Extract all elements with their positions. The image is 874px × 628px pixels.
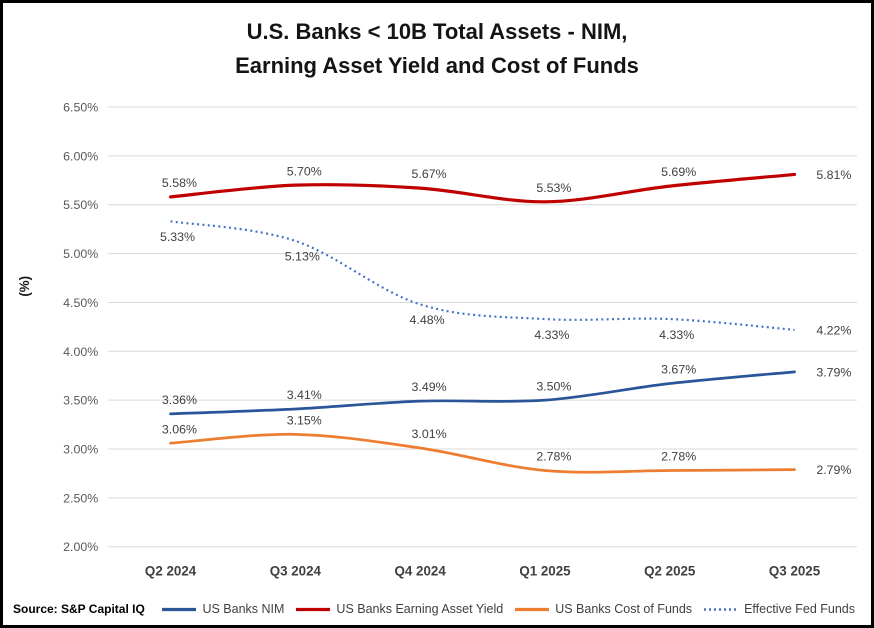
svg-text:2.50%: 2.50%: [63, 491, 98, 505]
legend-item-us-banks-nim: US Banks NIM: [161, 602, 284, 616]
legend-line-swatch-cost-icon: [515, 607, 550, 611]
legend-label-effective-fed-funds: Effective Fed Funds: [744, 602, 855, 616]
svg-text:3.15%: 3.15%: [287, 413, 322, 427]
svg-text:(%): (%): [17, 276, 32, 297]
chart-title-line-1: U.S. Banks < 10B Total Assets - NIM,: [246, 19, 628, 44]
chart-title: U.S. Banks < 10B Total Assets - NIM, Ear…: [3, 15, 871, 83]
line-chart-plot: 6.50% 6.00% 5.50% 5.00% 4.50% 4.00% 3.50% 3.00%…: [17, 100, 857, 578]
legend-line-swatch-fedfunds-icon: [704, 607, 739, 611]
svg-text:4.48%: 4.48%: [410, 313, 445, 327]
svg-text:2.78%: 2.78%: [661, 450, 696, 464]
svg-text:4.33%: 4.33%: [659, 328, 694, 342]
svg-text:3.41%: 3.41%: [287, 388, 322, 402]
svg-text:3.50%: 3.50%: [536, 379, 571, 393]
legend-label-us-banks-nim: US Banks NIM: [202, 602, 285, 616]
legend-label-earning-asset-yield: US Banks Earning Asset Yield: [336, 602, 504, 616]
svg-text:3.36%: 3.36%: [162, 393, 197, 407]
svg-text:3.50%: 3.50%: [63, 394, 98, 408]
legend-line-swatch-yield-icon: [296, 607, 331, 611]
svg-text:3.06%: 3.06%: [162, 422, 197, 436]
svg-text:3.00%: 3.00%: [63, 442, 98, 456]
svg-text:Q3 2024: Q3 2024: [270, 563, 322, 578]
svg-text:Q2 2025: Q2 2025: [644, 563, 696, 578]
svg-text:3.49%: 3.49%: [412, 380, 447, 394]
svg-text:3.01%: 3.01%: [412, 427, 447, 441]
svg-text:Q2 2024: Q2 2024: [145, 563, 197, 578]
svg-text:5.50%: 5.50%: [63, 198, 98, 212]
svg-text:5.69%: 5.69%: [661, 165, 696, 179]
svg-text:6.00%: 6.00%: [63, 149, 98, 163]
svg-text:4.00%: 4.00%: [63, 345, 98, 359]
svg-text:2.79%: 2.79%: [816, 463, 851, 477]
svg-text:4.50%: 4.50%: [63, 296, 98, 310]
legend-label-cost-of-funds: US Banks Cost of Funds: [555, 602, 693, 616]
legend-bar: Source: S&P Capital IQ US Banks NIM US B…: [13, 597, 855, 621]
svg-text:5.33%: 5.33%: [160, 230, 195, 244]
svg-text:Q3 2025: Q3 2025: [769, 563, 821, 578]
legend-line-swatch-nim-icon: [162, 607, 197, 611]
svg-text:5.13%: 5.13%: [285, 250, 320, 264]
legend-item-cost-of-funds: US Banks Cost of Funds: [514, 602, 692, 616]
legend-item-effective-fed-funds: Effective Fed Funds: [703, 602, 855, 616]
svg-text:4.33%: 4.33%: [534, 328, 569, 342]
chart-title-line-2: Earning Asset Yield and Cost of Funds: [235, 53, 639, 78]
legend-item-earning-asset-yield: US Banks Earning Asset Yield: [295, 602, 503, 616]
svg-text:Q1 2025: Q1 2025: [519, 563, 571, 578]
svg-text:Q4 2024: Q4 2024: [395, 563, 447, 578]
svg-text:2.00%: 2.00%: [63, 540, 98, 554]
svg-text:5.70%: 5.70%: [287, 164, 322, 178]
svg-text:5.81%: 5.81%: [816, 168, 851, 182]
svg-text:3.79%: 3.79%: [816, 365, 851, 379]
svg-text:5.67%: 5.67%: [412, 167, 447, 181]
svg-text:4.22%: 4.22%: [816, 323, 851, 337]
svg-text:2.78%: 2.78%: [536, 450, 571, 464]
svg-text:5.53%: 5.53%: [536, 181, 571, 195]
source-label: Source: S&P Capital IQ: [13, 602, 145, 616]
svg-text:5.00%: 5.00%: [63, 247, 98, 261]
svg-text:6.50%: 6.50%: [63, 100, 98, 114]
svg-text:5.58%: 5.58%: [162, 176, 197, 190]
svg-text:3.67%: 3.67%: [661, 363, 696, 377]
